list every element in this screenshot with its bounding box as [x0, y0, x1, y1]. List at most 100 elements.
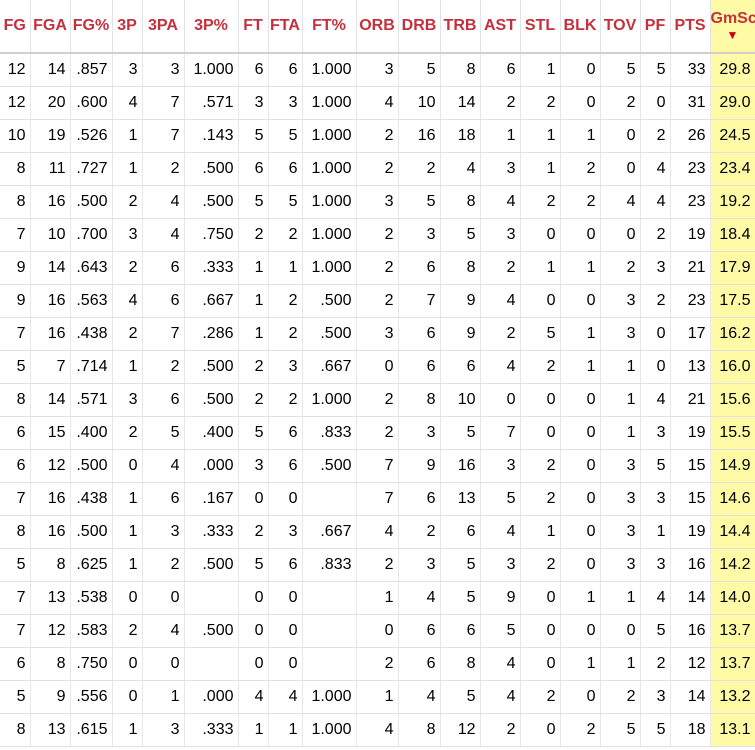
column-header-drb[interactable]: DRB — [398, 0, 441, 54]
cell-fg: 7 — [0, 581, 31, 615]
cell-3p-pct: .667 — [184, 284, 239, 318]
column-header-pf[interactable]: PF — [640, 0, 671, 54]
column-header-3p[interactable]: 3P — [112, 0, 143, 54]
cell-3p: 1 — [112, 515, 143, 549]
column-header-3p-pct[interactable]: 3P% — [184, 0, 239, 54]
column-header-fta[interactable]: FTA — [268, 0, 303, 54]
column-header-3pa[interactable]: 3PA — [142, 0, 185, 54]
column-header-pts[interactable]: PTS — [670, 0, 711, 54]
cell-ft: 0 — [238, 482, 269, 516]
cell-pts: 21 — [670, 251, 711, 285]
cell-3p-pct — [184, 581, 239, 615]
cell-ft-pct: 1.000 — [302, 152, 357, 186]
cell-ast: 3 — [480, 449, 521, 483]
cell-fga: 8 — [30, 647, 71, 681]
table-row: 5 7.714 1 2.500 2 3.667 0 6 6 4 2 1 1 0 13 16.0 — [0, 350, 755, 384]
column-header-blk[interactable]: BLK — [560, 0, 601, 54]
cell-fta: 2 — [268, 317, 303, 351]
cell-drb: 10 — [398, 86, 441, 120]
cell-fg: 8 — [0, 185, 31, 219]
cell-ft: 1 — [238, 284, 269, 318]
cell-gmsc: 19.2 — [709, 185, 755, 219]
cell-tov: 2 — [600, 680, 641, 714]
cell-stl: 2 — [520, 680, 561, 714]
column-header-ft[interactable]: FT — [238, 0, 269, 54]
cell-orb: 1 — [356, 581, 399, 615]
cell-ft: 3 — [238, 86, 269, 120]
cell-ft: 2 — [238, 350, 269, 384]
cell-drb: 5 — [398, 53, 441, 87]
column-header-fg[interactable]: FG — [0, 0, 31, 54]
cell-blk: 0 — [560, 614, 601, 648]
cell-3p-pct: .500 — [184, 185, 239, 219]
cell-pts: 13 — [670, 350, 711, 384]
cell-pts: 19 — [670, 416, 711, 450]
cell-pf: 5 — [640, 449, 671, 483]
cell-fta: 6 — [268, 416, 303, 450]
cell-fg: 10 — [0, 119, 31, 153]
cell-fg-pct: .438 — [70, 317, 113, 351]
cell-fg-pct: .400 — [70, 416, 113, 450]
cell-3pa: 2 — [142, 152, 185, 186]
cell-orb: 3 — [356, 185, 399, 219]
table-row: 8 16.500 2 4.500 5 5 1.000 3 5 8 4 2 2 4 4 23 19.2 — [0, 185, 755, 219]
cell-pts: 16 — [670, 548, 711, 582]
cell-tov: 2 — [600, 86, 641, 120]
cell-ft-pct — [302, 647, 357, 681]
column-header-ft-pct[interactable]: FT% — [302, 0, 357, 54]
cell-ft-pct: 1.000 — [302, 383, 357, 417]
column-header-trb[interactable]: TRB — [440, 0, 481, 54]
cell-3p: 3 — [112, 383, 143, 417]
column-header-orb[interactable]: ORB — [356, 0, 399, 54]
cell-stl: 1 — [520, 251, 561, 285]
cell-pts: 17 — [670, 317, 711, 351]
cell-3pa: 7 — [142, 317, 185, 351]
cell-blk: 1 — [560, 251, 601, 285]
cell-fg-pct: .500 — [70, 515, 113, 549]
cell-orb: 3 — [356, 317, 399, 351]
cell-stl: 0 — [520, 284, 561, 318]
cell-orb: 4 — [356, 713, 399, 747]
cell-orb: 7 — [356, 482, 399, 516]
cell-fg: 8 — [0, 383, 31, 417]
cell-pts: 14 — [670, 581, 711, 615]
cell-fg-pct: .727 — [70, 152, 113, 186]
cell-fg-pct: .500 — [70, 185, 113, 219]
cell-tov: 3 — [600, 515, 641, 549]
cell-fg: 8 — [0, 152, 31, 186]
cell-blk: 0 — [560, 53, 601, 87]
cell-gmsc: 15.5 — [709, 416, 755, 450]
cell-3p-pct: .000 — [184, 449, 239, 483]
cell-blk: 0 — [560, 416, 601, 450]
cell-ft: 0 — [238, 614, 269, 648]
cell-pts: 26 — [670, 119, 711, 153]
cell-blk: 1 — [560, 647, 601, 681]
cell-orb: 2 — [356, 284, 399, 318]
cell-gmsc: 13.2 — [709, 680, 755, 714]
cell-drb: 2 — [398, 152, 441, 186]
column-header-ast[interactable]: AST — [480, 0, 521, 54]
cell-fg: 6 — [0, 647, 31, 681]
column-header-gmsc[interactable]: GmSc ▼ — [709, 0, 755, 54]
cell-fta: 2 — [268, 284, 303, 318]
column-header-tov[interactable]: TOV — [600, 0, 641, 54]
cell-ft-pct: .667 — [302, 350, 357, 384]
column-header-fg-pct[interactable]: FG% — [70, 0, 113, 54]
column-header-fga[interactable]: FGA — [30, 0, 71, 54]
cell-orb: 2 — [356, 152, 399, 186]
cell-pts: 15 — [670, 482, 711, 516]
cell-pts: 21 — [670, 383, 711, 417]
cell-trb: 18 — [440, 119, 481, 153]
cell-fga: 16 — [30, 482, 71, 516]
table-row: 8 16.500 1 3.333 2 3.667 4 2 6 4 1 0 3 1 19 14.4 — [0, 515, 755, 549]
column-header-stl[interactable]: STL — [520, 0, 561, 54]
cell-pf: 4 — [640, 581, 671, 615]
cell-ft-pct: .500 — [302, 317, 357, 351]
cell-3p: 0 — [112, 680, 143, 714]
cell-ast: 2 — [480, 317, 521, 351]
cell-3p-pct: .500 — [184, 548, 239, 582]
cell-tov: 1 — [600, 581, 641, 615]
cell-ft: 4 — [238, 680, 269, 714]
cell-stl: 2 — [520, 449, 561, 483]
cell-orb: 2 — [356, 218, 399, 252]
